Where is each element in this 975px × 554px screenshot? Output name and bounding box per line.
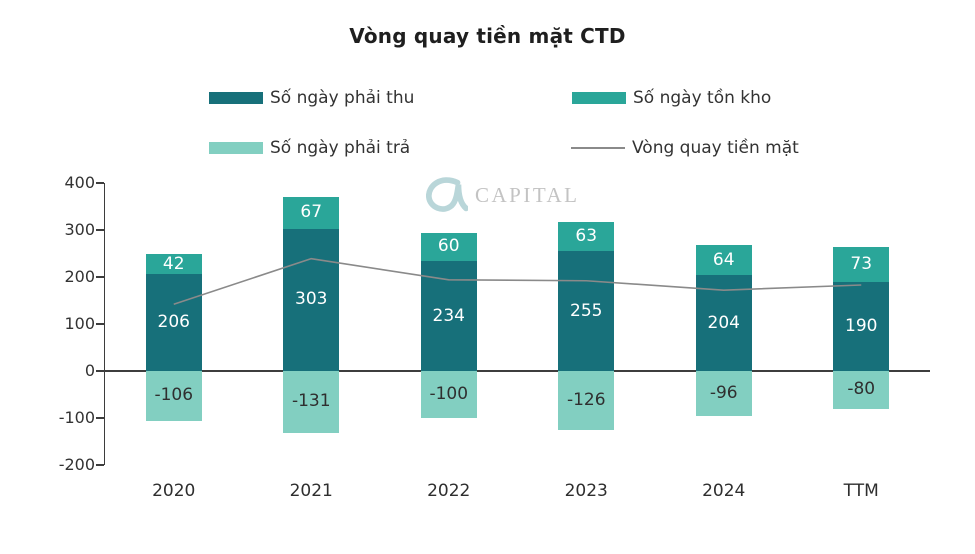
- bar-value-label: -106: [154, 385, 194, 406]
- y-tick-label: 400: [64, 173, 95, 192]
- bar-value-label: 190: [845, 315, 878, 336]
- y-tick-mark: [96, 276, 104, 278]
- x-tick-label: 2022: [427, 481, 471, 501]
- bar-value-label: -96: [709, 383, 738, 404]
- bar-value-label: 42: [162, 253, 185, 274]
- legend-swatch-line-icon: [571, 147, 625, 149]
- y-tick-mark: [96, 417, 104, 419]
- bar-segment: -131: [283, 371, 340, 433]
- y-tick-label: 200: [64, 267, 95, 286]
- bar-segment: 303: [283, 228, 340, 371]
- legend-swatch-receivable-icon: [209, 92, 263, 104]
- bar-value-label: 64: [712, 249, 735, 270]
- bar-segment: 60: [420, 232, 477, 261]
- bar-segment: -96: [695, 371, 752, 417]
- y-tick-label: 100: [64, 314, 95, 333]
- bar-segment: 234: [420, 261, 477, 371]
- bar-value-label: 63: [575, 225, 598, 246]
- bar-segment: 255: [558, 251, 615, 371]
- y-tick-mark: [96, 370, 104, 372]
- legend-label: Số ngày tồn kho: [633, 88, 772, 108]
- y-tick-label: 300: [64, 220, 95, 239]
- bar-value-label: 303: [295, 289, 328, 310]
- y-tick-mark: [96, 229, 104, 231]
- bar-value-label: 67: [300, 202, 323, 223]
- bar-value-label: 255: [570, 300, 603, 321]
- bar-value-label: 206: [157, 312, 190, 333]
- bar-segment: 64: [695, 245, 752, 276]
- bar-segment: 204: [695, 275, 752, 371]
- bar-segment: 67: [283, 197, 340, 229]
- bar-value-label: -80: [847, 379, 876, 400]
- legend-item-inventory: Số ngày tồn kho: [572, 86, 771, 110]
- bar-value-label: 73: [850, 254, 873, 275]
- bar-segment: -126: [558, 371, 615, 431]
- legend-item-receivable: Số ngày phải thu: [209, 86, 414, 110]
- legend-swatch-payable-icon: [209, 142, 263, 154]
- x-tick-label: TTM: [843, 481, 879, 501]
- legend-label: Số ngày phải trả: [270, 138, 411, 158]
- y-tick-mark: [96, 182, 104, 184]
- y-tick-mark: [96, 464, 104, 466]
- bar-segment: -100: [420, 371, 477, 418]
- legend-label: Số ngày phải thu: [270, 88, 415, 108]
- bar-value-label: 60: [437, 236, 460, 257]
- bar-value-label: 234: [432, 305, 465, 326]
- bar-segment: 42: [145, 253, 202, 275]
- zero-baseline: [105, 370, 930, 373]
- legend-swatch-inventory-icon: [572, 92, 626, 104]
- legend-item-ccc-line: Vòng quay tiền mặt: [571, 136, 799, 160]
- y-tick-mark: [96, 323, 104, 325]
- y-axis-line: [103, 183, 105, 465]
- bar-value-label: -100: [429, 384, 469, 404]
- bar-value-label: -131: [291, 391, 331, 412]
- bar-segment: -80: [833, 371, 890, 409]
- bar-value-label: -126: [566, 390, 606, 411]
- y-tick-label: -100: [58, 408, 95, 427]
- chart-title: Vòng quay tiền mặt CTD: [349, 24, 626, 48]
- bar-value-label: 204: [707, 312, 740, 333]
- y-tick-label: 0: [84, 361, 95, 380]
- x-tick-label: 2023: [564, 481, 608, 501]
- bar-segment: 206: [145, 274, 202, 371]
- bar-segment: 63: [558, 221, 615, 252]
- legend-label: Vòng quay tiền mặt: [632, 138, 799, 158]
- x-tick-label: 2020: [152, 481, 196, 501]
- bar-segment: 190: [833, 281, 890, 371]
- x-tick-label: 2021: [289, 481, 333, 501]
- legend-item-payable: Số ngày phải trả: [209, 136, 410, 160]
- y-tick-label: -200: [58, 455, 95, 474]
- bar-segment: -106: [145, 371, 202, 421]
- bar-segment: 73: [833, 247, 890, 282]
- x-tick-label: 2024: [702, 481, 746, 501]
